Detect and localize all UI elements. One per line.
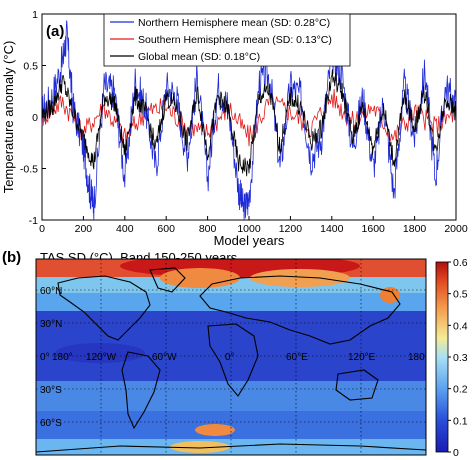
x-tick-label: 1800: [403, 223, 427, 235]
colorbar-tick-label: 0.3: [453, 352, 468, 364]
greenland: [149, 267, 186, 293]
map-gridlines: [36, 259, 426, 455]
panel-b-map: 60°N 30°N 0° 30°S 60°S 180° 120°W 60°W 0…: [36, 259, 429, 455]
lat-label-60n: 60°N: [40, 286, 62, 297]
colorbar-tick-label: 0.1: [453, 415, 468, 427]
panel-a-x-ticks: 0 200 400 600 800 1000 1200 1400 1600 1800 2000: [39, 216, 468, 235]
x-tick-label: 1200: [279, 223, 303, 235]
map-band-45n: [36, 293, 426, 311]
series-line-sh: [41, 88, 457, 147]
lon-label-120e: 120°E: [348, 352, 376, 363]
panel-b-map-frame: [35, 258, 427, 456]
x-tick-label: 1600: [362, 223, 386, 235]
hotspot-nordic: [160, 268, 240, 288]
panel-a-y-ticks: -1 -0.5 0 0.5 1: [20, 9, 46, 227]
panel-a-legend: Northern Hemisphere mean (SD: 0.28°C) So…: [103, 13, 351, 67]
x-tick-label: 600: [157, 223, 175, 235]
colorbar-tick-label: 0.5: [453, 289, 468, 301]
colorbar-tick-label: 0.4: [453, 320, 468, 332]
hotspot-kamchatka: [380, 287, 400, 303]
y-tick-label: 0: [32, 112, 38, 124]
lon-label-180-right: 180°: [408, 352, 429, 363]
x-tick-label: 0: [39, 223, 45, 235]
lat-label-60s: 60°S: [40, 418, 62, 429]
x-tick-label: 800: [199, 223, 217, 235]
series-line-global: [41, 69, 457, 177]
legend-box: [103, 13, 351, 67]
north-america: [57, 275, 151, 341]
continents: [36, 267, 426, 453]
colorbar-tick-label: 0: [453, 447, 459, 459]
hotspot-weddell: [170, 441, 230, 453]
hotspot-barents: [250, 269, 350, 287]
panel-a: 0 200 400 600 800 1000 1200 1400 1600 1800 2000 -1…: [1, 9, 468, 248]
colorbar-gradient: [435, 261, 449, 453]
y-tick-label: -1: [29, 215, 38, 227]
panel-a-xlabel: Model years: [214, 233, 285, 248]
australia: [335, 369, 379, 401]
y-tick-label: 0.5: [23, 61, 38, 73]
panel-a-series: [41, 20, 457, 221]
lon-label-0: 0°: [225, 352, 235, 363]
series-line-nh: [41, 20, 457, 221]
europe-asia: [199, 275, 401, 345]
lat-label-30n: 30°N: [40, 319, 62, 330]
colorbar-tick-label: 0.2: [453, 384, 468, 396]
legend-nh-label: Northern Hemisphere mean (SD: 0.28°C): [138, 17, 330, 29]
panel-a-ylabel: Temperature anomaly (°C): [1, 41, 16, 194]
colorbar-tick-label: 0.6: [453, 257, 468, 269]
lat-label-0: 0°: [40, 352, 50, 363]
hotspot-east-pacific: [55, 343, 145, 363]
y-tick-label: -0.5: [20, 164, 38, 176]
y-tick-label: 1: [32, 9, 38, 21]
x-tick-label: 1000: [237, 223, 261, 235]
x-tick-label: 400: [116, 223, 134, 235]
south-america: [121, 351, 161, 430]
lon-label-120w: 120°W: [86, 352, 117, 363]
lon-label-60w: 60°W: [152, 352, 177, 363]
x-tick-label: 1400: [320, 223, 344, 235]
colorbar: 0 0.1 0.2 0.3 0.4 0.5 0.6: [435, 257, 468, 459]
panel-a-label: (a): [46, 23, 64, 40]
hotspot-southern-ocean: [195, 424, 235, 436]
x-tick-label: 200: [75, 223, 93, 235]
antarctica: [36, 443, 426, 453]
legend-sh-label: Southern Hemisphere mean (SD: 0.13°C): [138, 34, 332, 46]
x-tick-label: 2000: [444, 223, 468, 235]
lon-label-180-left: 180°: [52, 352, 73, 363]
lon-label-60e: 60°E: [286, 352, 308, 363]
africa: [207, 323, 259, 397]
legend-global-label: Global mean (SD: 0.18°C): [138, 51, 260, 63]
panel-b-label: (b): [2, 249, 21, 266]
lat-label-30s: 30°S: [40, 385, 62, 396]
panel-b: (b) TAS SD (°C), Band 150-250 years: [2, 249, 468, 459]
colorbar-ticks: 0 0.1 0.2 0.3 0.4 0.5 0.6: [448, 257, 468, 459]
